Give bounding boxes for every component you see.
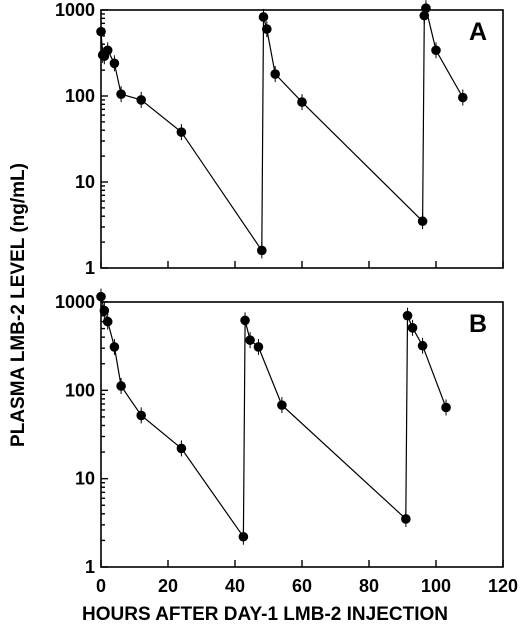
panel-label: B: [469, 310, 487, 338]
x-tick-label: 100: [421, 576, 451, 596]
data-point: [102, 45, 113, 56]
y-tick-label: 1: [85, 258, 95, 278]
y-tick-label: 10: [75, 172, 95, 192]
y-tick-label: 1000: [55, 0, 95, 20]
data-point: [238, 531, 249, 542]
data-point: [458, 92, 468, 103]
x-axis-title: HOURS AFTER DAY-1 LMB-2 INJECTION: [82, 604, 448, 625]
data-point: [407, 323, 418, 333]
y-tick-label: 10: [75, 469, 95, 489]
data-point: [431, 45, 441, 56]
x-tick-label: 60: [292, 576, 312, 596]
data-point: [109, 58, 120, 69]
data-point: [96, 26, 106, 37]
plot-frame: [100, 301, 504, 568]
data-point: [102, 316, 113, 327]
data-point: [417, 340, 428, 351]
x-tick-label: 80: [359, 576, 379, 596]
panel-b: 1 10 100 1000 0 20 40 60 80 100 120 B: [55, 288, 518, 596]
y-axis-title: PLASMA LMB-2 LEVEL (ng/mL): [8, 163, 29, 447]
data-point: [417, 216, 428, 227]
data-point: [401, 514, 411, 524]
data-point: [262, 24, 272, 34]
data-point: [419, 10, 430, 21]
data-point: [116, 89, 126, 99]
data-point: [297, 97, 307, 107]
data-point: [96, 291, 106, 302]
x-tick-label: 40: [225, 576, 245, 596]
data-point: [258, 12, 269, 22]
data-point: [270, 69, 281, 79]
panel-label: A: [469, 18, 487, 46]
x-tick-label: 20: [158, 576, 178, 596]
y-tick-label: 1: [85, 557, 95, 577]
plot-frame: [100, 9, 504, 269]
data-point: [136, 410, 146, 421]
series-line: [100, 8, 464, 253]
data-point: [176, 127, 187, 137]
data-point: [245, 335, 255, 345]
series-line: [100, 296, 447, 539]
data-point: [116, 381, 126, 391]
data-point: [277, 400, 287, 410]
y-tick-label: 1000: [55, 292, 95, 312]
x-tick-label: 0: [96, 576, 106, 596]
data-point: [257, 245, 267, 256]
data-point: [240, 315, 250, 326]
data-point: [421, 3, 431, 13]
data-point: [402, 310, 413, 321]
data-point: [441, 402, 451, 413]
data-point: [109, 342, 120, 352]
panel-a: 1 10 100 1000 A: [55, 0, 504, 278]
data-point: [253, 342, 264, 352]
data-point: [99, 305, 110, 316]
data-point: [136, 95, 146, 105]
chart-panels: 1 10 100 1000 A 1 10 100 1000 0 20 40 60 80 100 120 B: [55, 0, 518, 596]
data-point: [176, 443, 187, 454]
y-tick-label: 100: [65, 380, 95, 400]
x-tick-label: 120: [488, 576, 518, 596]
y-tick-label: 100: [65, 86, 95, 106]
